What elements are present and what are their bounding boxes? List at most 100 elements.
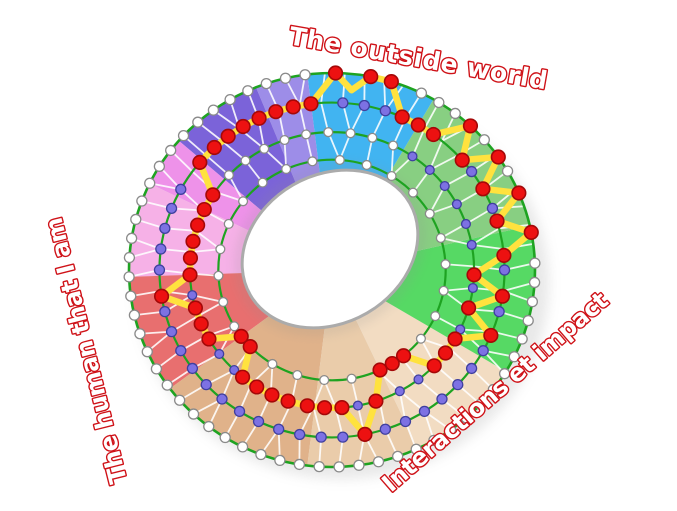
- selected-dot: [447, 331, 463, 347]
- level-node: [153, 264, 166, 276]
- white-node: [293, 458, 306, 471]
- selected-dot: [394, 109, 410, 125]
- selected-dot: [410, 117, 426, 133]
- white-node: [392, 450, 404, 463]
- level-node: [159, 222, 171, 235]
- level-node: [252, 415, 265, 428]
- white-node: [165, 144, 177, 157]
- selected-dot: [460, 300, 477, 316]
- white-node: [177, 129, 190, 142]
- level-node: [315, 431, 327, 443]
- level-node: [399, 415, 412, 428]
- white-node: [498, 368, 511, 380]
- level-node: [165, 325, 178, 338]
- white-node: [125, 232, 138, 244]
- selected-dot: [264, 387, 280, 403]
- level-node: [493, 305, 505, 318]
- white-node: [192, 116, 204, 128]
- level-node: [452, 378, 464, 391]
- selected-dot: [235, 118, 251, 135]
- white-node: [522, 314, 534, 327]
- white-node: [292, 370, 303, 381]
- white-node: [487, 383, 499, 396]
- white-node: [123, 271, 135, 283]
- white-node: [430, 311, 441, 322]
- selected-dot: [395, 348, 412, 364]
- level-node: [379, 423, 391, 435]
- level-node: [407, 151, 418, 162]
- white-node: [508, 351, 520, 363]
- selected-dot: [182, 267, 198, 283]
- level-node: [424, 164, 435, 176]
- white-node: [301, 129, 312, 140]
- level-node: [337, 431, 349, 443]
- white-node: [125, 290, 137, 302]
- selected-dot: [234, 369, 251, 385]
- selected-dot: [251, 110, 267, 126]
- assessment-wheel: [123, 65, 549, 479]
- white-node: [415, 87, 428, 99]
- white-node: [313, 460, 325, 473]
- white-node: [474, 398, 487, 411]
- selected-dot: [489, 213, 505, 229]
- level-node: [439, 181, 450, 192]
- white-node: [435, 232, 446, 244]
- level-node: [465, 165, 478, 178]
- white-node: [281, 163, 292, 175]
- level-node: [187, 290, 198, 301]
- white-node: [460, 412, 472, 424]
- level-node: [200, 378, 212, 391]
- white-node: [528, 276, 541, 289]
- level-node: [394, 386, 405, 397]
- white-node: [218, 296, 229, 308]
- white-node: [144, 177, 156, 189]
- level-node: [451, 199, 462, 210]
- level-node: [477, 345, 489, 357]
- selected-dot: [490, 149, 506, 165]
- wheel-hole: [240, 168, 420, 330]
- white-node: [223, 218, 234, 229]
- selected-dot: [511, 185, 527, 201]
- selected-dot: [334, 399, 350, 416]
- selected-dot: [153, 288, 170, 304]
- label-human-that-i-am: The human that I am: [40, 215, 133, 486]
- selected-dot: [523, 224, 539, 241]
- white-node: [345, 128, 356, 139]
- selected-dot: [205, 187, 221, 203]
- white-node: [407, 187, 419, 198]
- white-node: [141, 346, 153, 358]
- white-node: [333, 461, 345, 473]
- level-node: [486, 202, 499, 215]
- white-node: [478, 134, 490, 146]
- white-node: [367, 132, 378, 143]
- white-node: [449, 107, 461, 120]
- selected-dot: [327, 65, 344, 81]
- white-node: [267, 358, 278, 369]
- level-node: [418, 405, 431, 418]
- white-node: [255, 448, 267, 461]
- selected-dot: [192, 154, 208, 170]
- level-node: [214, 348, 225, 359]
- white-node: [240, 155, 251, 166]
- selected-dot: [187, 300, 204, 316]
- white-node: [242, 85, 254, 97]
- white-node: [388, 140, 399, 151]
- selected-dot: [372, 362, 388, 378]
- level-node: [467, 282, 478, 294]
- white-node: [501, 165, 514, 177]
- white-node: [257, 177, 268, 188]
- level-node: [273, 423, 285, 435]
- level-node: [352, 400, 363, 411]
- white-node: [224, 93, 236, 106]
- white-node: [319, 375, 330, 386]
- selected-dot: [249, 379, 265, 395]
- level-node: [294, 428, 306, 441]
- selected-dot: [357, 426, 373, 442]
- level-node: [175, 345, 187, 357]
- white-node: [440, 259, 451, 270]
- level-node: [186, 362, 199, 375]
- selected-dot: [193, 316, 209, 332]
- selected-dot: [425, 126, 442, 143]
- selected-dot: [368, 393, 384, 409]
